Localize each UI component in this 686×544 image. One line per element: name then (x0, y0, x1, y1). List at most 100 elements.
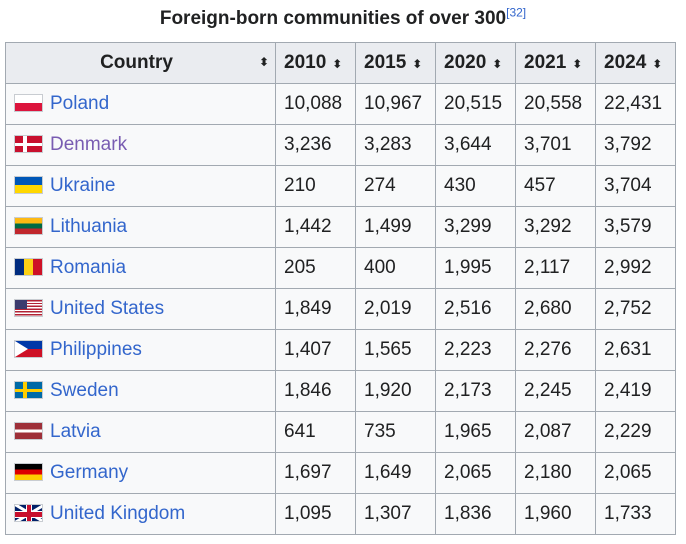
value-cell: 3,299 (435, 206, 516, 248)
country-cell: Lithuania (5, 206, 276, 248)
column-header-year[interactable]: 2020 ⬍ (435, 42, 516, 84)
value-cell: 457 (515, 165, 596, 207)
value-cell: 400 (355, 247, 436, 289)
value-cell: 3,236 (275, 124, 356, 166)
citation-ref-link[interactable]: [32] (506, 5, 527, 20)
value-cell: 2,992 (595, 247, 676, 289)
country-link[interactable]: Sweden (50, 380, 119, 401)
value-cell: 3,701 (515, 124, 596, 166)
romania-flag-icon (14, 258, 43, 276)
value-cell: 1,733 (595, 493, 676, 535)
sort-both-icon[interactable]: ⬍ (652, 57, 663, 71)
value-cell: 2,065 (595, 452, 676, 494)
column-header-label: Country (100, 52, 173, 73)
value-cell: 1,307 (355, 493, 436, 535)
poland-flag-icon (14, 94, 43, 112)
country-cell: Romania (5, 247, 276, 289)
column-header-year[interactable]: 2021 ⬍ (515, 42, 596, 84)
value-cell: 1,095 (275, 493, 356, 535)
philippines-flag-icon (14, 340, 43, 358)
table-row: Latvia 641 735 1,965 2,087 2,229 (5, 411, 676, 453)
united-kingdom-flag-icon (14, 504, 43, 522)
table-row: Denmark 3,236 3,283 3,644 3,701 3,792 (5, 124, 676, 166)
header-row: Country ⬍ 2010 ⬍ 2015 ⬍ 2020 ⬍ 2021 ⬍ 2024 ⬍ (5, 42, 676, 84)
value-cell: 1,649 (355, 452, 436, 494)
value-cell: 3,292 (515, 206, 596, 248)
value-cell: 2,173 (435, 370, 516, 412)
value-cell: 210 (275, 165, 356, 207)
column-header-label: 2020 (444, 52, 487, 73)
column-header-label: 2010 (284, 52, 327, 73)
value-cell: 2,516 (435, 288, 516, 330)
country-link[interactable]: Romania (50, 257, 127, 278)
country-link[interactable]: Ukraine (50, 175, 116, 196)
value-cell: 2,752 (595, 288, 676, 330)
value-cell: 1,499 (355, 206, 436, 248)
country-cell: Philippines (5, 329, 276, 371)
value-cell: 3,704 (595, 165, 676, 207)
value-cell: 3,283 (355, 124, 436, 166)
country-link[interactable]: United States (50, 298, 165, 319)
sort-both-icon[interactable]: ⬍ (258, 55, 269, 69)
sort-both-icon[interactable]: ⬍ (412, 57, 423, 71)
value-cell: 10,088 (275, 83, 356, 125)
value-cell: 1,965 (435, 411, 516, 453)
country-cell: Sweden (5, 370, 276, 412)
denmark-flag-icon (14, 135, 43, 153)
value-cell: 1,920 (355, 370, 436, 412)
sweden-flag-icon (14, 381, 43, 399)
country-link[interactable]: Latvia (50, 421, 101, 442)
caption-title: Foreign-born communities of over 300 (159, 8, 507, 29)
table-row: Germany 1,697 1,649 2,065 2,180 2,065 (5, 452, 676, 494)
value-cell: 2,065 (435, 452, 516, 494)
country-cell: Germany (5, 452, 276, 494)
value-cell: 20,558 (515, 83, 596, 125)
value-cell: 1,565 (355, 329, 436, 371)
value-cell: 2,229 (595, 411, 676, 453)
table-row: Poland 10,088 10,967 20,515 20,558 22,431 (5, 83, 676, 125)
value-cell: 3,644 (435, 124, 516, 166)
value-cell: 2,117 (515, 247, 596, 289)
value-cell: 2,019 (355, 288, 436, 330)
country-link[interactable]: United Kingdom (50, 503, 186, 524)
value-cell: 641 (275, 411, 356, 453)
value-cell: 2,276 (515, 329, 596, 371)
sort-both-icon[interactable]: ⬍ (492, 57, 503, 71)
country-cell: United Kingdom (5, 493, 276, 535)
value-cell: 2,631 (595, 329, 676, 371)
value-cell: 430 (435, 165, 516, 207)
latvia-flag-icon (14, 422, 43, 440)
sort-both-icon[interactable]: ⬍ (572, 57, 583, 71)
table-row: Philippines 1,407 1,565 2,223 2,276 2,631 (5, 329, 676, 371)
column-header-year[interactable]: 2024 ⬍ (595, 42, 676, 84)
country-link[interactable]: Poland (50, 93, 110, 114)
foreign-born-table: Country ⬍ 2010 ⬍ 2015 ⬍ 2020 ⬍ 2021 ⬍ 2024 ⬍ P… (5, 42, 676, 535)
country-link[interactable]: Denmark (50, 134, 128, 155)
value-cell: 1,849 (275, 288, 356, 330)
table-row: Ukraine 210 274 430 457 3,704 (5, 165, 676, 207)
column-header-year[interactable]: 2015 ⬍ (355, 42, 436, 84)
lithuania-flag-icon (14, 217, 43, 235)
column-header-label: 2015 (364, 52, 407, 73)
value-cell: 2,419 (595, 370, 676, 412)
column-header-label: 2024 (604, 52, 647, 73)
sort-both-icon[interactable]: ⬍ (332, 57, 343, 71)
column-header-country[interactable]: Country ⬍ (5, 42, 276, 84)
country-link[interactable]: Germany (50, 462, 129, 483)
value-cell: 735 (355, 411, 436, 453)
table-row: Sweden 1,846 1,920 2,173 2,245 2,419 (5, 370, 676, 412)
value-cell: 2,180 (515, 452, 596, 494)
country-link[interactable]: Philippines (50, 339, 142, 360)
value-cell: 2,223 (435, 329, 516, 371)
value-cell: 274 (355, 165, 436, 207)
value-cell: 1,995 (435, 247, 516, 289)
country-cell: United States (5, 288, 276, 330)
country-cell: Latvia (5, 411, 276, 453)
value-cell: 1,846 (275, 370, 356, 412)
column-header-year[interactable]: 2010 ⬍ (275, 42, 356, 84)
value-cell: 1,960 (515, 493, 596, 535)
value-cell: 10,967 (355, 83, 436, 125)
value-cell: 205 (275, 247, 356, 289)
country-link[interactable]: Lithuania (50, 216, 128, 237)
value-cell: 20,515 (435, 83, 516, 125)
